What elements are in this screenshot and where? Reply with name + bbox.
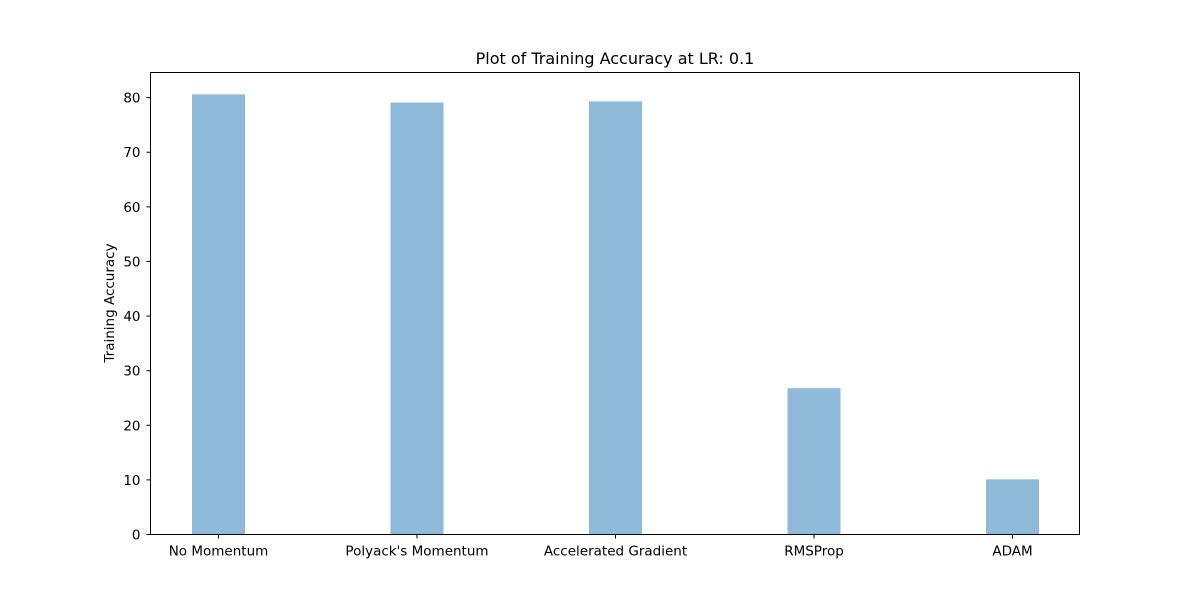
x-tick-label: Accelerated Gradient — [544, 544, 687, 560]
y-tick-label: 0 — [132, 528, 141, 544]
plot-frame — [150, 72, 1080, 535]
y-tick-label: 30 — [123, 364, 140, 380]
bar — [787, 388, 841, 535]
bar — [589, 101, 642, 535]
x-tick-label: RMSProp — [784, 544, 844, 560]
x-tick-label: No Momentum — [169, 544, 269, 560]
bar — [390, 102, 444, 535]
y-tick-label: 10 — [123, 473, 140, 489]
y-axis-label: Training Accuracy — [102, 243, 118, 363]
x-tick-label: ADAM — [992, 544, 1032, 560]
y-tick-label: 60 — [123, 200, 140, 216]
bar — [986, 479, 1039, 535]
y-tick-label: 80 — [123, 91, 140, 107]
y-tick-label: 20 — [123, 418, 140, 434]
chart-title: Plot of Training Accuracy at LR: 0.1 — [476, 49, 755, 68]
ticks-layer: No Momentum Polyack's Momentum Accelerated… — [123, 91, 1032, 560]
x-tick-label: Polyack's Momentum — [345, 544, 488, 560]
y-tick-label: 70 — [123, 145, 140, 161]
bars-layer — [192, 94, 1039, 535]
y-tick-label: 40 — [123, 309, 140, 325]
bar — [192, 94, 245, 535]
y-tick-label: 50 — [123, 254, 140, 270]
